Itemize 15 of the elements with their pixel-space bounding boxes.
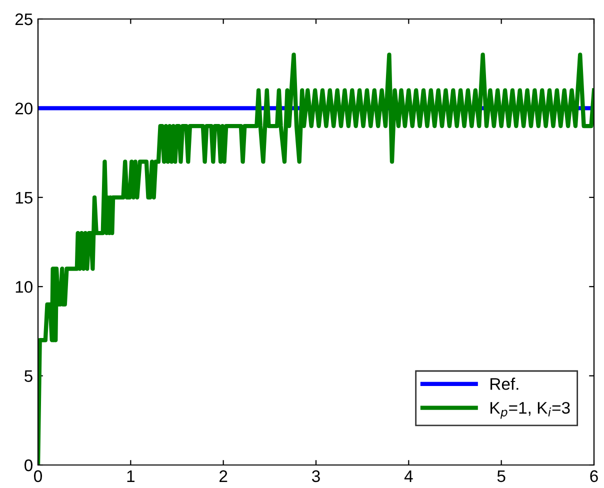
y-tick-label: 25 — [15, 13, 32, 26]
y-tick-label: 0 — [24, 459, 32, 472]
legend-label: K$_{p}$=1, K$_{i}$=3 — [490, 402, 570, 419]
x-tick-label: 3 — [312, 470, 320, 482]
y-tick-label: 20 — [15, 102, 32, 114]
y-tick-label: 5 — [24, 370, 32, 382]
y-tick-label: 10 — [16, 281, 32, 293]
x-tick-label: 4 — [404, 470, 413, 482]
x-tick-label: 0 — [34, 470, 42, 482]
x-tick-label: 5 — [497, 470, 506, 482]
legend-label: Ref. — [490, 378, 518, 390]
y-tick-label: 15 — [16, 192, 32, 204]
x-tick-label: 2 — [220, 470, 228, 482]
x-tick-label: 1 — [127, 470, 134, 482]
x-tick-label: 6 — [590, 470, 598, 482]
